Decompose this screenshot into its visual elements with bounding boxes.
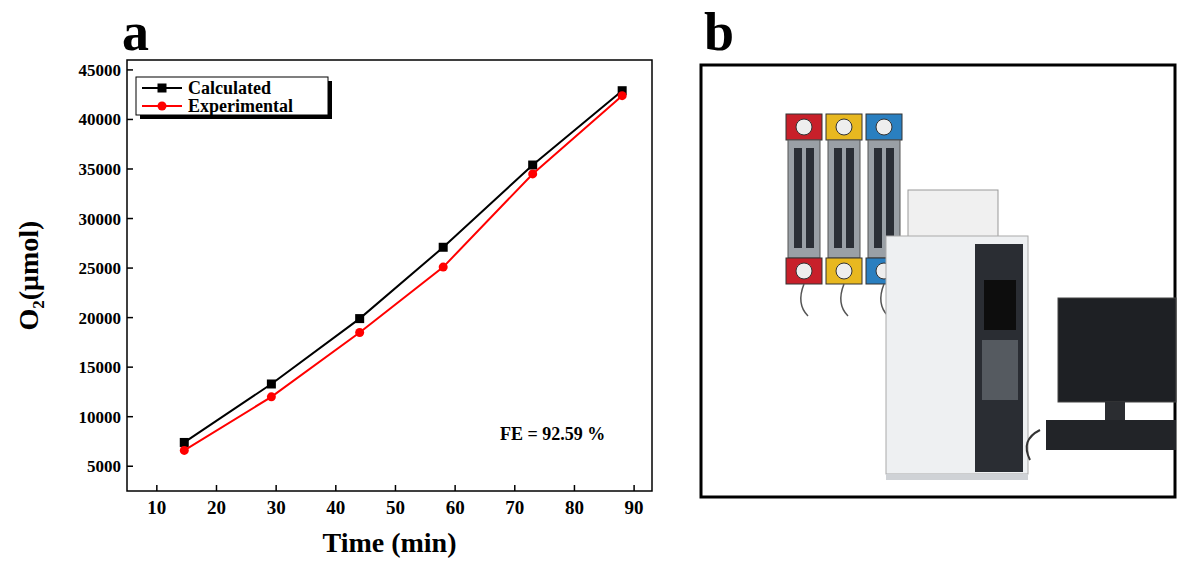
- tube: [801, 284, 808, 316]
- flow-tube: [846, 148, 854, 248]
- plot-frame: [127, 60, 652, 491]
- gauge: [796, 119, 812, 135]
- regulator: [826, 258, 862, 284]
- marker: [180, 438, 189, 447]
- y-tick-label: 35000: [79, 160, 122, 179]
- x-tick-label: 90: [625, 497, 644, 518]
- marker: [618, 91, 627, 100]
- marker: [355, 328, 364, 337]
- photo-frame: [701, 65, 1175, 497]
- y-tick-label: 30000: [79, 210, 122, 229]
- gc-base: [886, 474, 1028, 480]
- x-tick: [633, 485, 635, 491]
- panel-label: b: [704, 2, 734, 62]
- y-tick-label: 5000: [87, 457, 121, 476]
- legend-marker: [158, 84, 167, 93]
- x-tick: [395, 485, 397, 491]
- flow-tube: [886, 148, 894, 248]
- gc-panel: [975, 244, 1023, 472]
- x-tick: [454, 485, 456, 491]
- gc-body: [886, 236, 1028, 474]
- x-tick-label: 20: [207, 497, 226, 518]
- y-tick: [127, 465, 133, 467]
- marker: [180, 446, 189, 455]
- x-tick: [275, 485, 277, 491]
- x-tick-label: 50: [386, 497, 405, 518]
- marker: [267, 392, 276, 401]
- y-tick: [127, 366, 133, 368]
- legend-box: [136, 77, 328, 115]
- y-tick: [127, 168, 133, 170]
- series-line: [184, 91, 622, 443]
- regulator: [786, 258, 822, 284]
- flow-tube: [806, 148, 814, 248]
- flowmeter: [788, 140, 820, 258]
- y-axis-title: O₂(μmol): [13, 221, 44, 331]
- regulator: [786, 114, 822, 140]
- flow-tube: [794, 148, 802, 248]
- x-tick-label: 60: [446, 497, 465, 518]
- series-line: [184, 96, 622, 451]
- y-tick-label: 15000: [79, 358, 122, 377]
- y-tick: [127, 317, 133, 319]
- legend-label: Experimental: [188, 96, 293, 116]
- flow-tube: [874, 148, 882, 248]
- monitor: [1058, 298, 1176, 402]
- y-tick-label: 20000: [79, 309, 122, 328]
- regulator: [866, 114, 902, 140]
- x-tick-label: 80: [565, 497, 584, 518]
- figure: a 5000 10000 15000 20000 25000 30000 35000 40000…: [0, 0, 1182, 564]
- x-tick-label: 70: [505, 497, 524, 518]
- x-tick: [156, 485, 158, 491]
- y-tick-label: 25000: [79, 259, 122, 278]
- y-tick-label: 10000: [79, 408, 122, 427]
- marker: [439, 243, 448, 252]
- legend-marker: [158, 102, 167, 111]
- y-tick-label: 45000: [79, 61, 122, 80]
- flowmeter: [828, 140, 860, 258]
- x-tick: [514, 485, 516, 491]
- x-tick-label: 30: [267, 497, 286, 518]
- x-tick: [216, 485, 218, 491]
- y-tick: [127, 218, 133, 220]
- panel-label: a: [122, 2, 149, 62]
- legend-label: Calculated: [188, 78, 271, 98]
- flow-tube: [834, 148, 842, 248]
- tube: [841, 284, 848, 316]
- gc-keypad: [982, 340, 1018, 400]
- y-tick: [127, 69, 133, 71]
- gc-screen: [984, 280, 1016, 330]
- x-tick: [574, 485, 576, 491]
- x-tick-label: 10: [147, 497, 166, 518]
- y-tick: [127, 267, 133, 269]
- regulator: [826, 114, 862, 140]
- marker: [439, 263, 448, 272]
- y-tick: [127, 119, 133, 121]
- y-tick-label: 40000: [79, 110, 122, 129]
- marker: [355, 314, 364, 323]
- plot-data: [180, 86, 627, 455]
- x-tick-label: 40: [326, 497, 345, 518]
- gauge: [876, 119, 892, 135]
- gauge: [836, 119, 852, 135]
- cable: [1027, 430, 1040, 460]
- marker: [528, 161, 537, 170]
- annotation: FE = 92.59 %: [500, 424, 605, 444]
- x-tick: [335, 485, 337, 491]
- y-tick: [127, 416, 133, 418]
- gauge: [796, 263, 812, 279]
- keyboard: [1046, 420, 1176, 450]
- marker: [528, 169, 537, 178]
- gauge: [836, 263, 852, 279]
- marker: [267, 379, 276, 388]
- x-axis-title: Time (min): [322, 527, 456, 558]
